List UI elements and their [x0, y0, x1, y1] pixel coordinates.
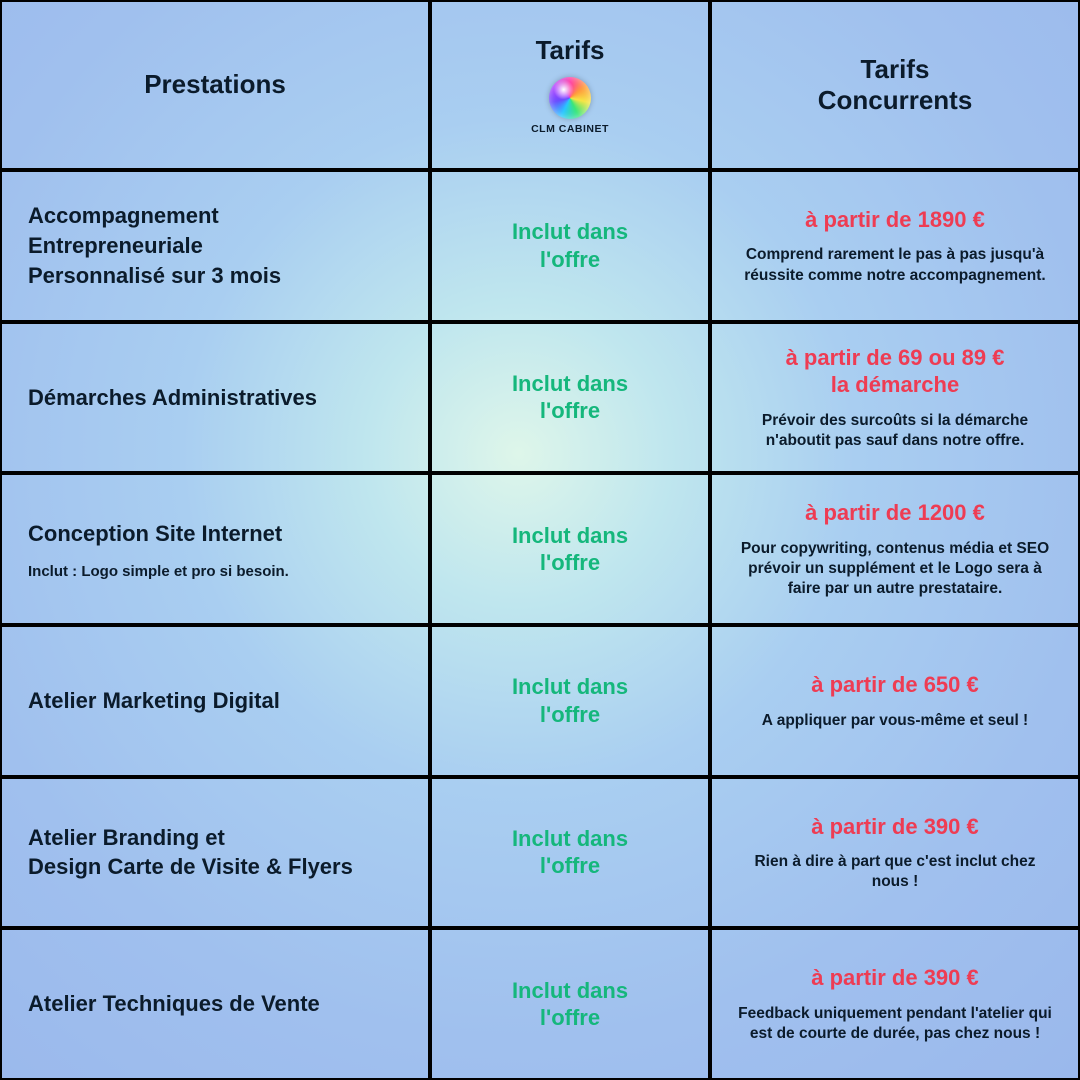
competitor-note: Pour copywriting, contenus média et SEO …: [738, 539, 1052, 599]
competitor-note: Feedback uniquement pendant l'atelier qu…: [738, 1004, 1052, 1044]
prestation-title: Atelier Marketing Digital: [28, 686, 402, 716]
competitor-note: Comprend rarement le pas à pas jusqu'à r…: [738, 245, 1052, 285]
table-row-competitor: à partir de 390 € Rien à dire à part que…: [710, 777, 1080, 929]
included-label: Inclut dans l'offre: [512, 977, 628, 1032]
table-row-prestation: Atelier Marketing Digital: [0, 625, 430, 777]
table-row-competitor: à partir de 69 ou 89 € la démarche Prévo…: [710, 322, 1080, 474]
table-row-prestation: Démarches Administratives: [0, 322, 430, 474]
prestation-title: Atelier Techniques de Vente: [28, 989, 402, 1019]
table-row-tarif: Inclut dans l'offre: [430, 625, 710, 777]
table-row-competitor: à partir de 1200 € Pour copywriting, con…: [710, 473, 1080, 625]
competitor-price: à partir de 390 €: [811, 964, 979, 992]
pricing-comparison-table: Prestations Tarifs CLM CABINET Tarifs Co…: [0, 0, 1080, 1080]
included-label: Inclut dans l'offre: [512, 522, 628, 577]
brand-logo: CLM CABINET: [531, 77, 609, 135]
competitor-note: Rien à dire à part que c'est inclut chez…: [738, 852, 1052, 892]
header-label: Prestations: [144, 69, 286, 100]
competitor-price: à partir de 390 €: [811, 813, 979, 841]
prestation-sub: Inclut : Logo simple et pro si besoin.: [28, 563, 402, 580]
included-label: Inclut dans l'offre: [512, 218, 628, 273]
table-row-prestation: Atelier Branding et Design Carte de Visi…: [0, 777, 430, 929]
header-col-concurrents: Tarifs Concurrents: [710, 0, 1080, 170]
header-col-tarifs: Tarifs CLM CABINET: [430, 0, 710, 170]
header-label: Tarifs Concurrents: [818, 54, 973, 116]
prestation-title: Atelier Branding et Design Carte de Visi…: [28, 823, 402, 882]
included-label: Inclut dans l'offre: [512, 673, 628, 728]
prestation-title: Conception Site Internet: [28, 519, 402, 549]
orb-icon: [549, 77, 591, 119]
competitor-note: Prévoir des surcoûts si la démarche n'ab…: [738, 411, 1052, 451]
table-row-competitor: à partir de 650 € A appliquer par vous-m…: [710, 625, 1080, 777]
prestation-title: Démarches Administratives: [28, 383, 402, 413]
competitor-price: à partir de 1200 €: [805, 499, 985, 527]
brand-name: CLM CABINET: [531, 123, 609, 135]
prestation-title: Accompagnement Entrepreneuriale Personna…: [28, 201, 402, 290]
included-label: Inclut dans l'offre: [512, 825, 628, 880]
competitor-price: à partir de 650 €: [811, 671, 979, 699]
included-label: Inclut dans l'offre: [512, 370, 628, 425]
table-row-tarif: Inclut dans l'offre: [430, 928, 710, 1080]
table-row-tarif: Inclut dans l'offre: [430, 473, 710, 625]
table-row-tarif: Inclut dans l'offre: [430, 170, 710, 322]
table-row-competitor: à partir de 390 € Feedback uniquement pe…: [710, 928, 1080, 1080]
table-row-tarif: Inclut dans l'offre: [430, 322, 710, 474]
table-row-prestation: Accompagnement Entrepreneuriale Personna…: [0, 170, 430, 322]
table-row-tarif: Inclut dans l'offre: [430, 777, 710, 929]
competitor-note: A appliquer par vous-même et seul !: [762, 711, 1028, 731]
competitor-price: à partir de 69 ou 89 € la démarche: [786, 344, 1005, 399]
header-col-prestations: Prestations: [0, 0, 430, 170]
header-label: Tarifs: [536, 35, 605, 66]
competitor-price: à partir de 1890 €: [805, 206, 985, 234]
table-row-prestation: Atelier Techniques de Vente: [0, 928, 430, 1080]
table-row-competitor: à partir de 1890 € Comprend rarement le …: [710, 170, 1080, 322]
table-row-prestation: Conception Site Internet Inclut : Logo s…: [0, 473, 430, 625]
